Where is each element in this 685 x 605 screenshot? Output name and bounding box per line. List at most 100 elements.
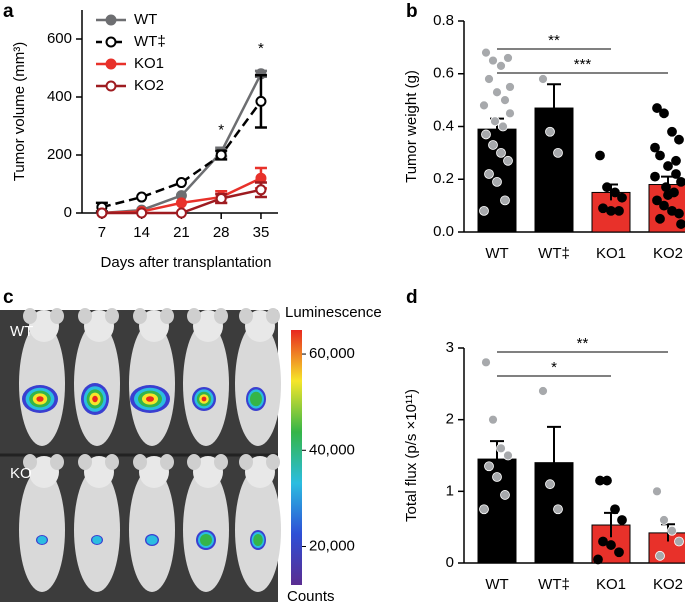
data-point [496,60,506,71]
y-tick-label: 0 [64,204,72,221]
mouse-ear [133,308,147,324]
data-point [674,208,684,219]
annotation: * [258,40,264,57]
mouse-body [183,322,229,446]
x-tick-label: 35 [253,224,270,241]
legend-label: KO1 [134,55,164,72]
data-point [538,386,548,396]
data-point [488,140,498,150]
data-point [659,515,669,525]
data-point [496,443,506,454]
y-tick-label: 0.4 [433,117,454,134]
point [215,193,227,204]
data-point [671,169,681,179]
y-tick-label: 0.2 [433,170,454,187]
point [175,207,187,219]
row-label: KO [10,465,32,482]
y-axis-label: Tumor weight (g) [403,70,420,183]
data-point [538,74,548,84]
legend-marker [105,58,117,70]
point [175,177,187,189]
luminescence-spot [92,395,98,403]
x-tick-label: 28 [213,224,230,241]
data-point [481,47,491,58]
data-point [479,205,489,216]
data-point [652,103,662,113]
point [175,197,187,209]
mouse-body [129,322,175,446]
y-tick-label: 600 [47,30,72,47]
data-point [500,95,510,106]
data-point [500,490,510,500]
data-point [545,479,555,490]
data-point [650,142,660,153]
data-point [503,450,513,461]
data-point [598,536,608,547]
data-point [505,82,515,92]
significance-label: ** [577,335,589,352]
point [136,191,148,203]
data-point [655,550,665,561]
mouse-ear [160,454,174,470]
x-tick-label: KO1 [596,576,626,593]
series-line [101,100,262,209]
data-point [492,87,502,98]
x-tick-label: WT‡ [538,245,570,262]
colorbar-bottom-label: Counts [287,588,335,605]
data-point [617,192,627,203]
data-point [652,195,662,206]
data-point [545,126,555,137]
luminescence-spot [250,391,262,407]
y-tick-label: 200 [47,146,72,163]
significance-label: * [551,359,557,376]
data-point [500,195,510,206]
data-point [674,134,684,145]
mouse-ear [239,454,253,470]
mouse-ear [214,454,228,470]
data-point [488,414,498,425]
mouse-ear [187,454,201,470]
data-point [503,53,513,63]
data-point [610,504,620,515]
point [136,207,148,219]
mouse-ear [239,308,253,324]
point [255,95,267,107]
data-point [593,554,603,565]
data-point [505,108,515,119]
data-point [484,461,494,472]
luminescence-spot [37,536,47,544]
panel-letter: b [406,1,418,22]
x-tick-label: KO1 [596,245,626,262]
data-point [659,200,669,211]
legend-label: KO2 [134,77,164,94]
luminescence-spot [92,536,102,544]
data-point [671,155,681,166]
mouse-body [74,468,120,592]
mouse-body [129,468,175,592]
x-tick-label: KO2 [653,576,683,593]
mouse-ear [214,308,228,324]
x-tick-label: KO2 [653,245,683,262]
mouse-body [235,322,281,446]
colorbar [291,330,302,585]
data-point [676,176,685,187]
panel-letter: d [406,287,418,308]
mouse-ear [105,308,119,324]
mouse-ear [23,454,37,470]
colorbar-tick-label: 60,000 [309,345,355,362]
mouse-ear [133,454,147,470]
mouse-ear [266,454,280,470]
data-point [614,205,624,216]
colorbar-tick-label: 40,000 [309,441,355,458]
mouse-ear [187,308,201,324]
data-point [553,504,563,515]
data-point [481,129,491,140]
mouse-ear [50,308,64,324]
data-point [655,213,665,224]
y-tick-label: 0.0 [433,223,454,240]
data-point [663,190,673,200]
mouse-ear [50,454,64,470]
mouse-ear [78,454,92,470]
x-tick-label: WT‡ [538,576,570,593]
y-tick-label: 0.6 [433,65,454,82]
